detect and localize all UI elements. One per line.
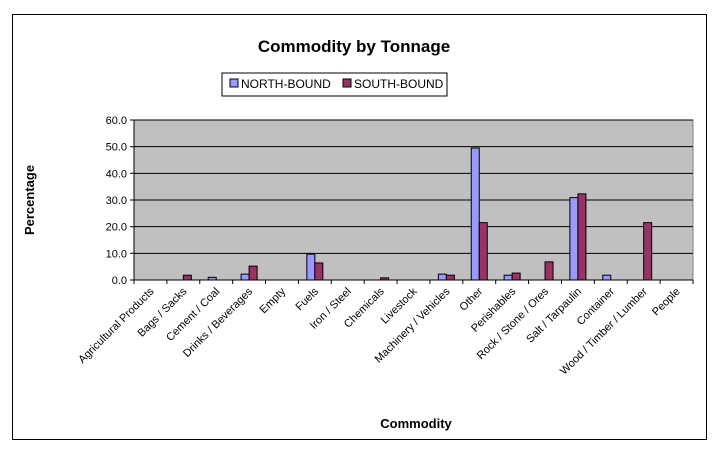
legend-label-south-bound: SOUTH-BOUND: [354, 77, 444, 91]
legend-box: [221, 72, 448, 97]
y-tick-label: 0.0: [112, 275, 127, 287]
legend-swatch-north-bound: [229, 78, 239, 88]
bar-north-bound-machinery-vehicles: [437, 273, 447, 281]
bar-south-bound-perishables: [511, 272, 521, 281]
y-axis-title: Percentage: [22, 165, 37, 235]
y-axis-ticks: 0.0 10.0 20.0 30.0 40.0 50.0 60.0: [106, 115, 135, 287]
bar-north-bound-salt-tarpaulin: [569, 197, 579, 281]
legend-swatch-south-bound: [342, 78, 352, 88]
bar-south-bound-wood-timber-lumber: [643, 222, 653, 281]
x-axis-title: Commodity: [380, 416, 452, 431]
bar-south-bound-drinks-beverages: [248, 265, 258, 281]
bar-north-bound-drinks-beverages: [240, 273, 250, 281]
bar-north-bound-perishables: [503, 274, 513, 281]
bar-south-bound-fuels: [314, 262, 324, 281]
y-tick-label: 20.0: [106, 222, 127, 234]
x-tick-label-fuels: Fuels: [293, 285, 321, 313]
x-tick-label-other: Other: [457, 285, 485, 313]
bar-south-bound-other: [478, 222, 488, 281]
bar-north-bound-container: [602, 274, 612, 281]
y-tick-label: 10.0: [106, 248, 127, 260]
bar-south-bound-bags-sacks: [182, 274, 192, 281]
x-tick-label-people: People: [650, 286, 683, 319]
y-tick-label: 40.0: [106, 168, 127, 180]
bar-north-bound-fuels: [306, 253, 316, 281]
bar-south-bound-salt-tarpaulin: [577, 193, 587, 281]
y-tick-label: 60.0: [106, 115, 127, 127]
bar-south-bound-rock-stone-ores: [544, 261, 554, 281]
x-tick-label-empty: Empty: [258, 285, 289, 316]
chart-title: Commodity by Tonnage: [258, 37, 450, 56]
bars: [182, 147, 653, 281]
legend: NORTH-BOUND SOUTH-BOUND: [221, 72, 448, 97]
bar-north-bound-other: [470, 147, 480, 281]
legend-label-north-bound: NORTH-BOUND: [241, 77, 331, 91]
bar-south-bound-machinery-vehicles: [445, 274, 455, 281]
y-tick-label: 50.0: [106, 142, 127, 154]
y-tick-label: 30.0: [106, 195, 127, 207]
